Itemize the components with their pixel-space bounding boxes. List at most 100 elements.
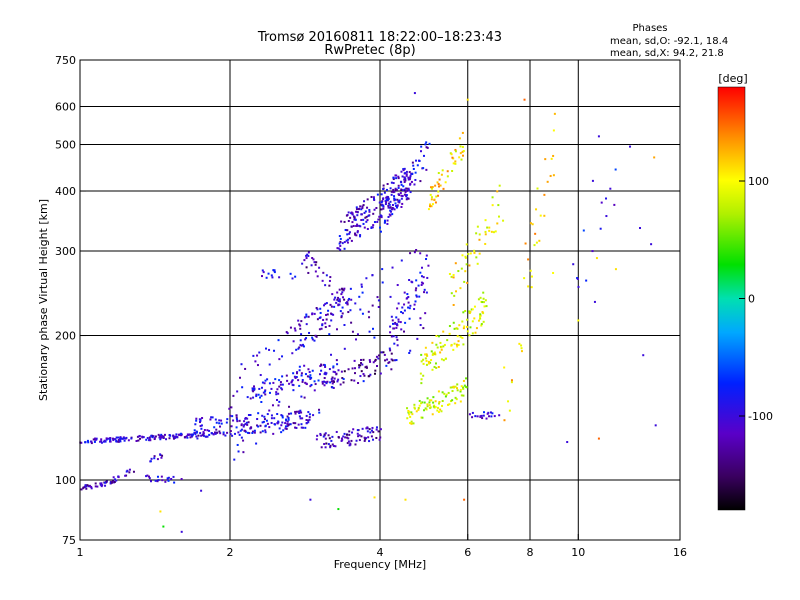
data-point	[159, 435, 162, 438]
data-point	[112, 476, 115, 479]
data-point	[198, 421, 201, 424]
data-point	[600, 201, 603, 204]
data-point	[220, 422, 223, 425]
data-point	[436, 346, 439, 349]
data-point	[263, 390, 266, 393]
data-point	[325, 318, 328, 321]
data-point	[413, 308, 416, 311]
data-point	[253, 387, 256, 390]
data-point	[305, 313, 308, 316]
data-point	[286, 415, 289, 418]
data-point	[252, 354, 255, 357]
data-point	[127, 439, 130, 442]
data-point	[350, 439, 353, 442]
data-point	[390, 315, 393, 318]
data-point	[303, 316, 306, 319]
data-point	[450, 400, 453, 403]
data-point	[301, 262, 304, 265]
data-point	[401, 312, 404, 315]
data-point	[358, 224, 361, 227]
data-point	[290, 380, 293, 383]
data-point	[365, 365, 368, 368]
data-point	[452, 348, 455, 351]
data-point	[310, 383, 313, 386]
data-point	[331, 443, 334, 446]
data-point	[324, 322, 327, 325]
data-point	[430, 350, 433, 353]
data-point	[271, 276, 274, 279]
data-point	[475, 232, 478, 235]
data-point	[197, 434, 200, 437]
data-point	[546, 180, 549, 183]
data-point	[149, 439, 152, 442]
data-point	[458, 324, 461, 327]
data-point	[342, 378, 345, 381]
data-point	[358, 366, 361, 369]
data-point	[119, 440, 122, 443]
data-point	[277, 421, 280, 424]
data-point	[378, 201, 381, 204]
data-point	[410, 411, 413, 414]
data-point	[479, 313, 482, 316]
data-point	[484, 219, 487, 222]
data-point	[367, 375, 370, 378]
data-point	[454, 385, 457, 388]
data-point	[443, 392, 446, 395]
data-point	[279, 381, 282, 384]
data-point	[591, 179, 594, 182]
data-point	[258, 351, 261, 354]
data-point	[284, 427, 287, 430]
data-point	[403, 167, 406, 170]
data-point	[135, 439, 138, 442]
data-point	[125, 436, 128, 439]
data-point	[531, 223, 534, 226]
data-point	[272, 432, 275, 435]
data-point	[270, 414, 273, 417]
data-point	[332, 313, 335, 316]
data-point	[390, 335, 393, 338]
data-point	[363, 436, 366, 439]
data-point	[287, 412, 290, 415]
data-point	[318, 266, 321, 269]
data-point	[346, 442, 349, 445]
data-point	[454, 150, 457, 153]
data-point	[172, 475, 175, 478]
data-point	[109, 481, 112, 484]
data-point	[406, 197, 409, 200]
data-point	[291, 277, 294, 280]
data-point	[297, 410, 300, 413]
data-point	[340, 315, 343, 318]
data-point	[330, 319, 333, 322]
data-point	[415, 287, 418, 290]
data-point	[450, 292, 453, 295]
data-point	[324, 365, 327, 368]
data-point	[471, 332, 474, 335]
data-point	[273, 349, 276, 352]
data-point	[450, 153, 453, 156]
data-point	[99, 483, 102, 486]
data-point	[496, 222, 499, 225]
data-point	[172, 434, 175, 437]
data-point	[417, 407, 420, 410]
data-point	[87, 441, 90, 444]
data-point	[214, 431, 217, 434]
data-point	[279, 383, 282, 386]
data-point	[327, 443, 330, 446]
data-point	[407, 176, 410, 179]
data-point	[244, 429, 247, 432]
data-point	[345, 301, 348, 304]
data-point	[411, 173, 414, 176]
data-point	[364, 210, 367, 213]
data-point	[337, 508, 340, 511]
data-point	[455, 398, 458, 401]
data-point	[454, 262, 457, 265]
data-point	[253, 429, 256, 432]
data-point	[420, 145, 423, 148]
data-point	[414, 178, 417, 181]
data-point	[437, 183, 440, 186]
data-point	[415, 294, 418, 297]
data-point	[251, 430, 254, 433]
data-point	[355, 206, 358, 209]
data-point	[316, 434, 319, 437]
data-point	[461, 150, 464, 153]
